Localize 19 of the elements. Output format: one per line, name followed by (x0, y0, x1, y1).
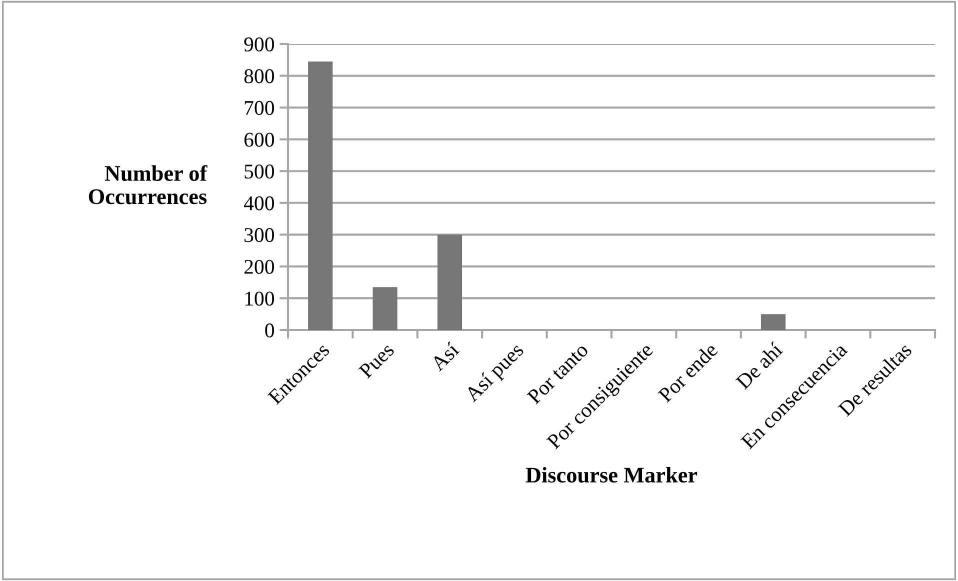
y-tick-label: 600 (244, 132, 274, 147)
bar (308, 61, 333, 330)
bar (437, 234, 462, 330)
y-axis-title: Number of Occurrences (88, 165, 208, 204)
bar (760, 314, 786, 330)
y-tick-label: 300 (244, 228, 274, 242)
y-tick-label: 100 (245, 292, 274, 306)
bar (372, 287, 398, 330)
y-tick-label: 0 (265, 323, 274, 338)
x-tick-label: Por ende (657, 342, 718, 404)
y-tick-label: 200 (244, 260, 274, 274)
y-tick-label: 800 (244, 69, 274, 84)
y-tick-label: 400 (244, 196, 274, 210)
x-axis-title: Discourse Marker (526, 466, 698, 483)
x-tick-label: Pues (358, 342, 395, 379)
x-tick-label: Así (429, 341, 460, 372)
y-tick-label: 700 (244, 100, 274, 115)
y-tick-label: 500 (244, 164, 274, 179)
y-tick-label: 900 (244, 37, 274, 52)
